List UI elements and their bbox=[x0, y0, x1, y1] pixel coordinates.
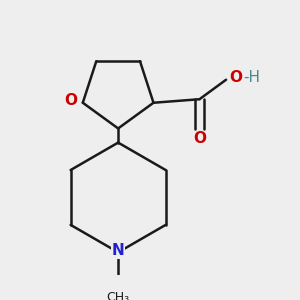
Text: O: O bbox=[229, 70, 242, 85]
Text: CH₃: CH₃ bbox=[106, 291, 130, 300]
Text: -H: -H bbox=[243, 70, 260, 85]
Text: N: N bbox=[112, 243, 124, 258]
Text: O: O bbox=[193, 131, 206, 146]
Text: O: O bbox=[64, 94, 77, 109]
